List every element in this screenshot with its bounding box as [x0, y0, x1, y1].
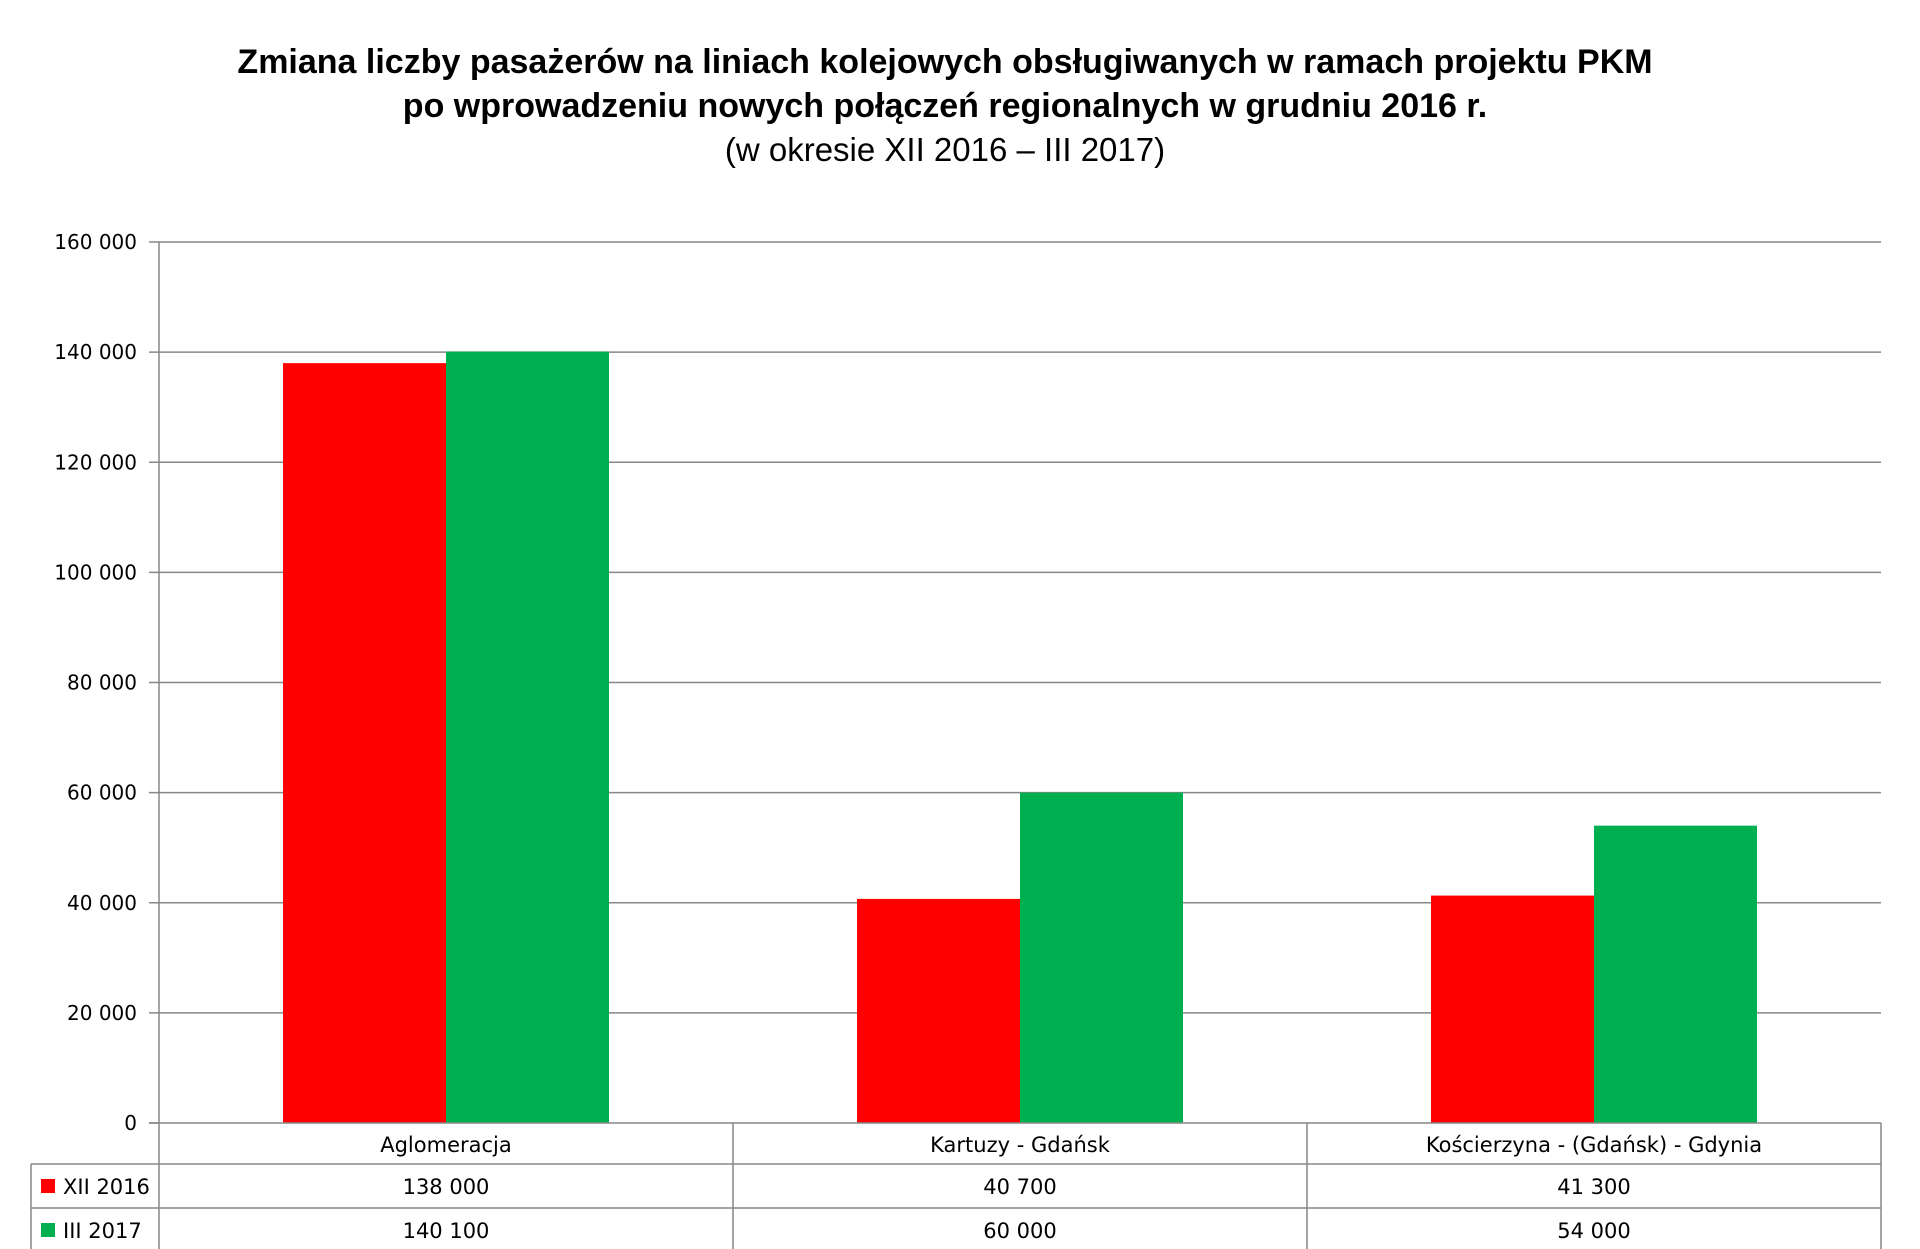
category-label: Aglomeracja: [380, 1133, 512, 1157]
y-tick-label: 60 000: [67, 781, 137, 805]
y-tick-label: 0: [124, 1111, 137, 1135]
chart-title-line2: po wprowadzeniu nowych połączeń regional…: [402, 87, 1488, 125]
bar: [1020, 792, 1183, 1123]
category-label: Kościerzyna - (Gdańsk) - Gdynia: [1426, 1133, 1762, 1157]
bar: [857, 898, 1020, 1123]
y-tick-label: 80 000: [67, 671, 137, 695]
chart-title: Zmiana liczby pasażerów na liniach kolej…: [237, 43, 1653, 81]
legend-label: XII 2016: [63, 1175, 150, 1199]
data-label: 140 100: [403, 1219, 490, 1243]
bar: [1594, 825, 1757, 1123]
legend-label: III 2017: [63, 1219, 142, 1243]
chart-subtitle: (w okresie XII 2016 – III 2017): [724, 131, 1166, 168]
data-label: 41 300: [1557, 1175, 1630, 1199]
y-tick-label: 160 000: [54, 230, 137, 254]
bar: [283, 363, 446, 1123]
data-label: 54 000: [1557, 1219, 1630, 1243]
y-tick-label: 40 000: [67, 891, 137, 915]
y-tick-label: 100 000: [54, 560, 137, 584]
chart-title-block: Zmiana liczby pasażerów na liniach kolej…: [0, 40, 1890, 172]
legend-key: [41, 1223, 55, 1237]
bar: [446, 351, 609, 1124]
y-tick-label: 120 000: [54, 450, 137, 474]
legend-key: [41, 1179, 55, 1193]
category-label: Kartuzy - Gdańsk: [930, 1133, 1111, 1157]
y-tick-label: 20 000: [67, 1001, 137, 1025]
data-label: 60 000: [983, 1219, 1056, 1243]
bar: [1431, 895, 1594, 1123]
y-tick-label: 140 000: [54, 340, 137, 364]
data-label: 138 000: [403, 1175, 490, 1199]
data-label: 40 700: [983, 1175, 1056, 1199]
